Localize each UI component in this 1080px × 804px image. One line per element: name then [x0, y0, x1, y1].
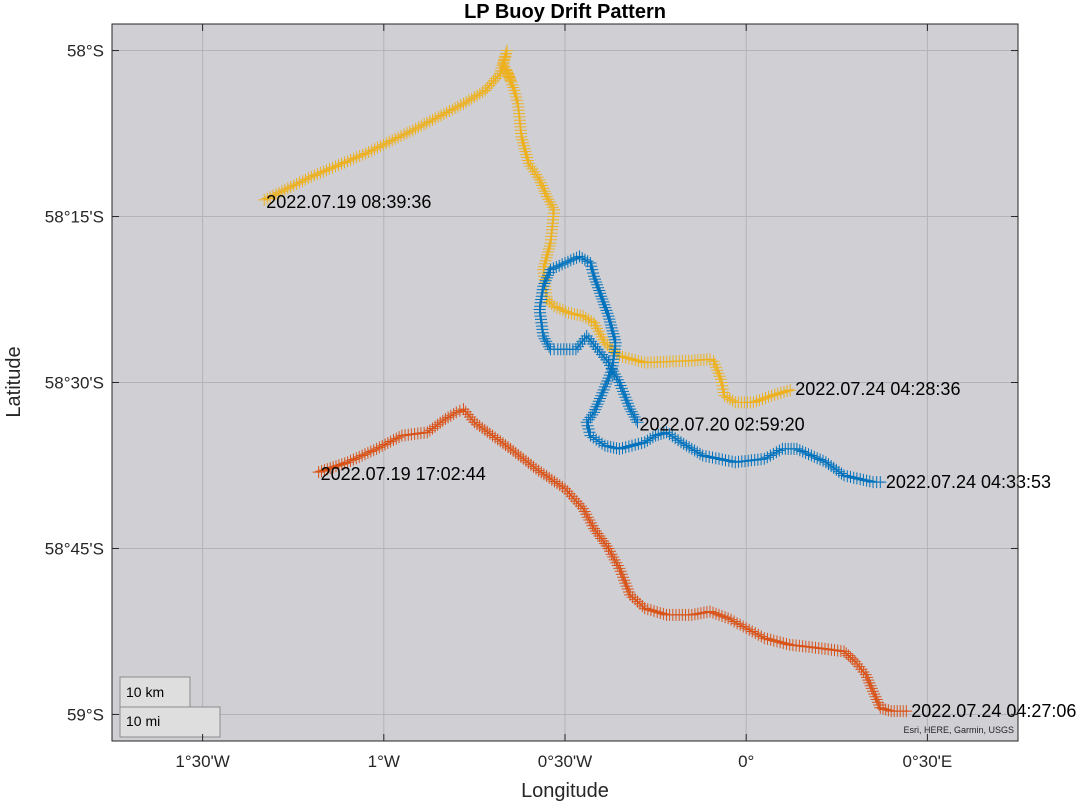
map-attribution: Esri, HERE, Garmin, USGS [903, 725, 1014, 735]
scale-bar: 10 km 10 mi [119, 676, 221, 738]
buoy-track-2 [312, 403, 913, 718]
scale-mi-box [119, 706, 221, 738]
scale-mi-label: 10 mi [126, 713, 160, 729]
track-labels: 2022.07.19 08:39:36 2022.07.24 04:28:36 20… [266, 192, 1076, 721]
track-end-label: 2022.07.24 04:27:06 [911, 701, 1076, 721]
track-start-label: 2022.07.19 17:02:44 [321, 464, 486, 484]
track-markers [258, 44, 797, 409]
y-tick-label: 58°S [67, 42, 104, 61]
x-tick-label: 1°W [368, 752, 400, 771]
y-tick-label: 58°15'S [45, 208, 104, 227]
x-axis-label: Longitude [521, 780, 609, 802]
grid-lines [112, 24, 1018, 741]
x-tick-label: 0°30'E [903, 752, 953, 771]
x-tick-label: 0° [738, 752, 754, 771]
scale-km-label: 10 km [126, 684, 164, 700]
track-markers [312, 403, 913, 718]
x-tick-label: 1°30'W [175, 752, 229, 771]
track-end-label: 2022.07.24 04:33:53 [886, 472, 1051, 492]
track-start-label: 2022.07.20 02:59:20 [639, 414, 804, 434]
y-axis-label: Latitude [3, 346, 25, 417]
x-tick-label: 0°30'W [538, 752, 592, 771]
scale-km-box [119, 676, 191, 708]
y-tick-label: 58°45'S [45, 539, 104, 558]
track-markers [533, 250, 887, 489]
axis-ticks: 1°30'W 1°W 0°30'W 0° 0°30'E 58°S 58°15'S 58°30'… [45, 24, 1018, 771]
track-end-label: 2022.07.24 04:28:36 [795, 379, 960, 399]
y-tick-label: 59°S [67, 705, 104, 724]
y-tick-label: 58°30'S [45, 374, 104, 393]
buoy-track-1 [533, 250, 887, 489]
chart-title: LP Buoy Drift Pattern [464, 1, 666, 23]
buoy-track-0 [258, 44, 797, 409]
track-start-label: 2022.07.19 08:39:36 [266, 192, 431, 212]
buoy-tracks [258, 44, 913, 718]
